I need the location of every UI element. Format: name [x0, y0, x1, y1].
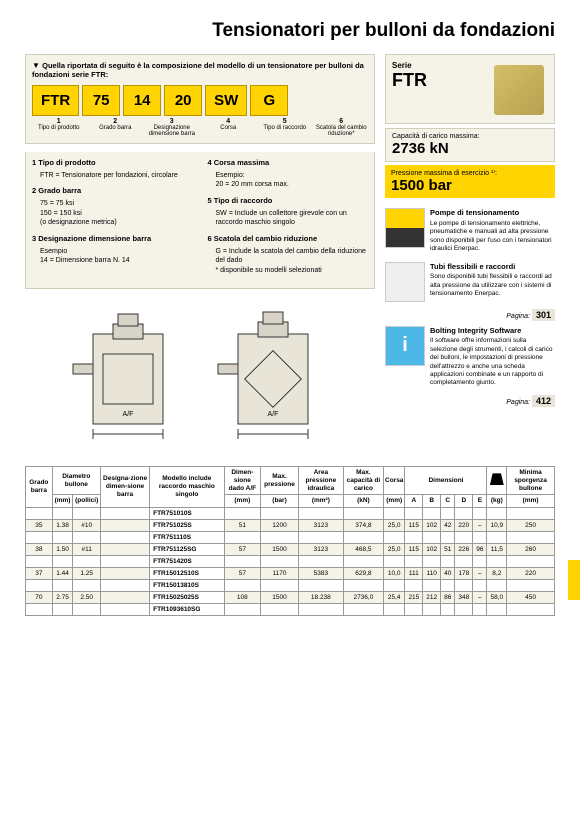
pressure-box: Pressione massima di esercizio ¹⁾: 1500 … — [385, 165, 555, 198]
code-ftr: FTR — [32, 85, 79, 116]
info-pump: Pompe di tensionamentoLe pompe di tensio… — [385, 208, 555, 254]
code-label-4: 4Corsa — [202, 118, 256, 137]
code-14: 14 — [123, 85, 161, 116]
code-label-2: 2Grado barra — [89, 118, 143, 137]
hose-icon — [385, 262, 425, 302]
spec-table: Grado barra Diametro bullone Designa-zio… — [25, 466, 555, 616]
product-image — [494, 65, 544, 115]
page-ref-2: Pagina: 412 — [385, 396, 555, 406]
code-label-6: 6Scatola del cambio riduzione* — [315, 118, 369, 137]
code-label-3: 3Designazione dimensione barra — [145, 118, 199, 137]
code-label-1: 1Tipo di prodotto — [32, 118, 86, 137]
code-g: G — [250, 85, 288, 116]
code-75: 75 — [82, 85, 120, 116]
composition-heading: Quella riportata di seguito è la composi… — [32, 61, 368, 79]
pump-icon — [385, 208, 425, 248]
info-hose: Tubi flessibili e raccordiSono disponibi… — [385, 262, 555, 302]
info-software: i Bolting Integrity SoftwareIl software … — [385, 326, 555, 388]
side-tab — [568, 560, 580, 600]
page-ref-1: Pagina: 301 — [385, 310, 555, 320]
weight-icon — [490, 473, 504, 485]
info-icon: i — [385, 326, 425, 366]
capacity-box: Capacità di carico massima: 2736 kN — [385, 128, 555, 162]
svg-text:A/F: A/F — [267, 411, 278, 418]
code-label-5: 5Tipo di raccordo — [258, 118, 312, 137]
series-box: Serie FTR — [385, 54, 555, 124]
technical-diagrams: A/F A/F — [25, 304, 375, 454]
svg-text:A/F: A/F — [122, 411, 133, 418]
page-title: Tensionatori per bulloni da fondazioni — [25, 20, 555, 42]
code-sw: SW — [205, 85, 247, 116]
composition-box: Quella riportata di seguito è la composi… — [25, 54, 375, 144]
definitions: 1 Tipo di prodottoFTR = Tensionatore per… — [25, 152, 375, 289]
code-20: 20 — [164, 85, 202, 116]
